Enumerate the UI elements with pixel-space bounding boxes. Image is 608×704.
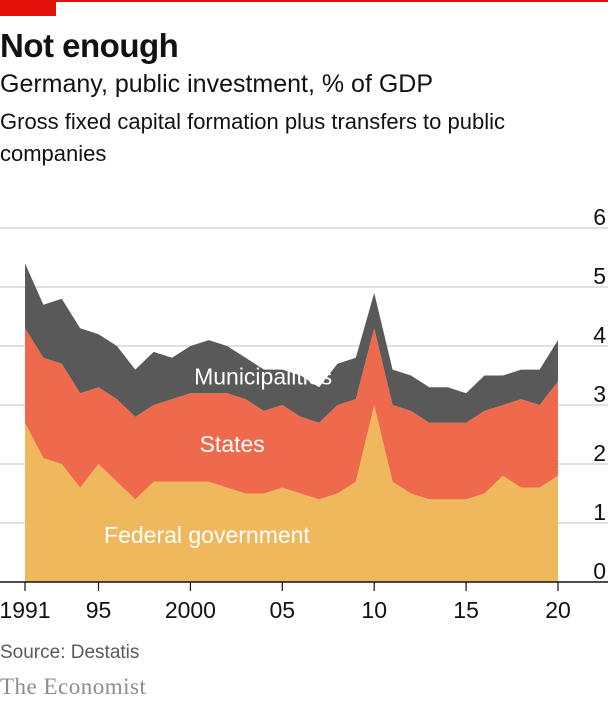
source-note: Source: Destatis bbox=[0, 642, 140, 663]
series-label-municipalities: Municipalities bbox=[194, 363, 332, 389]
y-tick-label: 2 bbox=[593, 440, 606, 466]
x-tick-label: 05 bbox=[270, 597, 296, 623]
y-axis-ticks: 0 1 2 3 4 5 6 bbox=[593, 204, 606, 584]
chart-description: Gross fixed capital formation plus trans… bbox=[0, 109, 506, 166]
brand-rule bbox=[0, 0, 608, 2]
area-federal-government bbox=[25, 405, 558, 582]
x-tick-label: 2000 bbox=[165, 597, 216, 623]
y-tick-label: 5 bbox=[593, 263, 606, 289]
x-tick-label: 1991 bbox=[0, 597, 51, 623]
area-series bbox=[0, 263, 608, 583]
series-labels: Federal government States Municipalities bbox=[104, 363, 332, 548]
chart-title: Not enough bbox=[0, 27, 179, 64]
y-tick-label: 3 bbox=[593, 381, 606, 407]
x-tick-label: 20 bbox=[545, 597, 571, 623]
y-tick-label: 1 bbox=[593, 499, 606, 525]
y-tick-label: 0 bbox=[593, 558, 606, 584]
series-label-states: States bbox=[200, 431, 265, 457]
brand-tab bbox=[0, 0, 56, 16]
chart-subtitle: Germany, public investment, % of GDP bbox=[0, 70, 434, 98]
area-municipalities bbox=[25, 263, 558, 423]
x-tick-label: 10 bbox=[361, 597, 387, 623]
x-axis: 1991 95 2000 05 10 15 20 bbox=[0, 582, 571, 623]
series-label-federal-government: Federal government bbox=[104, 522, 310, 548]
x-tick-label: 95 bbox=[86, 597, 112, 623]
y-tick-label: 4 bbox=[593, 322, 606, 348]
x-tick-label: 15 bbox=[453, 597, 479, 623]
area-states bbox=[25, 328, 558, 500]
economist-logo: The Economist bbox=[0, 674, 147, 699]
y-tick-label: 6 bbox=[593, 204, 606, 230]
